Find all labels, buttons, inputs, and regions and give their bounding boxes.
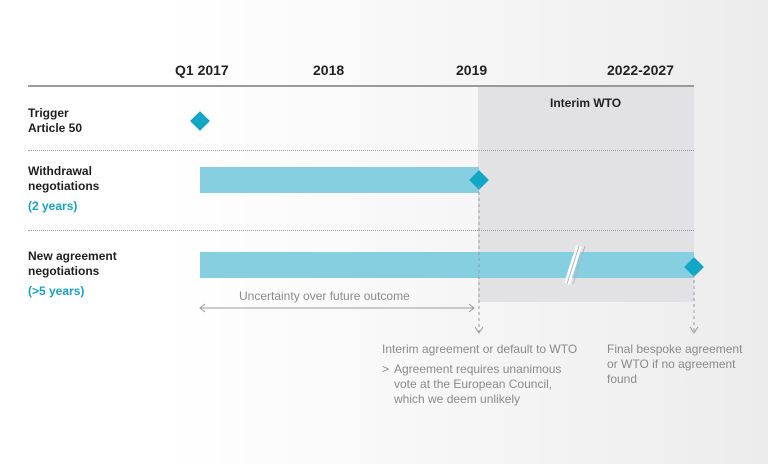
trigger-label-line1: Trigger — [28, 106, 69, 120]
final-note-line: Final bespoke agreement — [607, 342, 743, 356]
interim-note-bullet: Agreement requires unanimous vote at the… — [394, 362, 561, 407]
new-agreement-label-line2: negotiations — [28, 264, 100, 278]
interim-note-bullet-marker: > — [382, 362, 390, 376]
uncertainty-label: Uncertainty over future outcome — [239, 289, 410, 303]
interim-note-title: Interim agreement or default to WTO — [382, 342, 578, 356]
withdrawal-duration: (2 years) — [28, 199, 78, 213]
header-2022-2027: 2022-2027 — [607, 62, 674, 78]
header-2019: 2019 — [456, 62, 488, 78]
header-rule — [28, 85, 694, 87]
new-agreement-duration: (>5 years) — [28, 284, 85, 298]
new-agreement-label: New agreement negotiations (>5 years) — [28, 249, 172, 301]
withdrawal-bar — [200, 167, 479, 193]
final-dashed-connector — [689, 274, 699, 334]
withdrawal-label-line1: Withdrawal — [28, 164, 92, 178]
interim-note-line: which we deem unlikely — [394, 392, 521, 406]
new-agreement-bar — [200, 252, 694, 278]
trigger-label: Trigger Article 50 — [28, 106, 82, 136]
row-divider — [28, 230, 694, 231]
trigger-label-line2: Article 50 — [28, 121, 83, 135]
interim-zone-label: Interim WTO — [550, 96, 622, 110]
header-2018: 2018 — [313, 62, 345, 78]
final-note: Final bespoke agreement or WTO if no agr… — [607, 342, 742, 387]
interim-dashed-connector — [474, 186, 484, 334]
withdrawal-label-line2: negotiations — [28, 179, 100, 193]
row-divider — [28, 150, 694, 151]
new-agreement-label-line1: New agreement — [28, 249, 117, 263]
final-note-line: or WTO if no agreement — [607, 357, 736, 371]
interim-note-line: Agreement requires unanimous — [394, 362, 562, 376]
header-q1-2017: Q1 2017 — [175, 62, 229, 78]
withdrawal-label: Withdrawal negotiations (2 years) — [28, 164, 154, 216]
uncertainty-double-arrow — [199, 303, 475, 313]
interim-note-line: vote at the European Council, — [394, 377, 553, 391]
timeline-break-mark — [564, 245, 586, 285]
trigger-milestone-diamond — [190, 111, 210, 131]
final-note-line: found — [607, 372, 638, 386]
